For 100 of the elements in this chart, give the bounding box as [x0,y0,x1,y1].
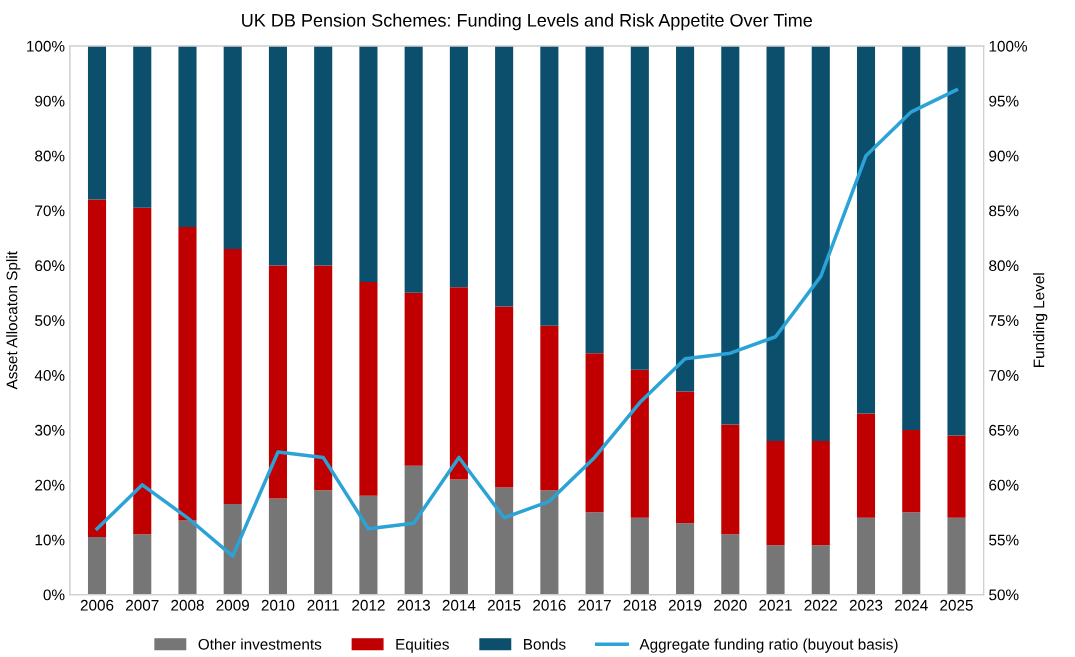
x-tick-label: 2010 [261,599,295,611]
bar [133,45,152,208]
y2-tick-label: 70% [989,370,1019,381]
legend-label: Aggregate funding ratio (buyout basis) [639,638,898,653]
bar [87,199,107,537]
bar [540,490,559,595]
bar [314,490,333,595]
y-tick-label: 20% [35,479,65,491]
bar [947,517,966,595]
bar [223,248,242,505]
bar [359,45,378,282]
y2-tick-label: 80% [989,260,1019,272]
x-tick-label: 2006 [80,599,114,611]
x-tick-label: 2009 [216,599,249,611]
bar [766,45,785,441]
bar [902,430,921,513]
bar [268,45,287,266]
bar [630,369,649,518]
bar [133,207,152,535]
bar [902,45,921,431]
bar [495,306,514,488]
bar [223,45,242,249]
x-tick-label: 2018 [623,599,657,611]
bar [178,520,197,595]
bar [947,435,966,518]
bar [404,465,423,595]
bar [359,495,378,595]
y-tick-label: 30% [35,424,65,436]
chart-title: UK DB Pension Schemes: Funding Levels and Risk Appetite Over Time [242,13,812,31]
legend-label: Equities [396,638,449,653]
bar [856,517,876,595]
y2-tick-label: 65% [989,424,1019,436]
bar [404,45,423,293]
y2-axis-title: Funding Level [1033,273,1048,368]
x-tick-label: 2012 [352,599,385,611]
y-tick-label: 0% [43,589,65,601]
bar [721,45,740,425]
bar [585,353,604,513]
x-tick-label: 2015 [487,599,521,611]
bar [359,281,378,496]
x-tick-label: 2016 [533,599,566,611]
bar [630,45,649,370]
bar [268,498,287,595]
bar [721,424,740,535]
bar [585,45,604,354]
line-series [95,88,959,558]
bar [676,391,695,524]
bar [902,512,921,595]
x-tick-label: 2025 [940,599,973,611]
bar [811,545,830,595]
bar [178,45,197,228]
y-tick-label: 90% [35,95,65,107]
bar [87,536,107,595]
bar [721,534,740,595]
x-tick-label: 2022 [804,599,838,611]
x-tick-label: 2011 [307,599,339,611]
y2-tick-label: 60% [989,479,1019,491]
x-tick-label: 2013 [397,599,430,611]
bar [268,265,287,499]
bar [676,523,695,595]
y-axis-title: Asset Allocaton Split [6,251,21,390]
y-tick-label: 40% [34,370,65,381]
legend-label: Other investments [198,638,322,650]
y-tick-label: 50% [35,315,65,326]
bar [540,45,559,326]
y2-tick-label: 85% [989,205,1019,217]
x-tick-label: 2017 [578,599,611,611]
y-tick-label: 10% [35,534,65,546]
y2-tick-label: 95% [989,95,1019,107]
bar [495,487,514,595]
bar [947,45,966,436]
bar [766,440,785,546]
y2-tick-label: 90% [989,150,1019,162]
bar [540,325,559,491]
bar [449,479,468,595]
bar [676,45,695,392]
bar [449,287,468,480]
bar [856,45,876,414]
bar [133,534,152,595]
bar [87,45,107,200]
bar [223,504,242,595]
y2-tick-label: 75% [989,315,1019,326]
bar [811,440,830,546]
y-tick-label: 60% [35,260,65,272]
x-tick-label: 2008 [171,599,204,611]
bar [811,45,830,441]
legend-label: Bonds [524,638,566,650]
x-tick-label: 2014 [442,599,476,611]
bar [314,45,333,266]
bar [856,413,876,518]
y2-tick-label: 55% [989,534,1019,546]
x-tick-label: 2021 [759,599,792,611]
y2-tick-label: 100% [989,40,1028,52]
bar [314,265,333,491]
bar [178,227,197,521]
bar [630,517,649,595]
x-tick-label: 2019 [668,599,702,611]
bar [766,545,785,595]
bar [495,45,514,307]
y-tick-label: 80% [35,150,65,162]
